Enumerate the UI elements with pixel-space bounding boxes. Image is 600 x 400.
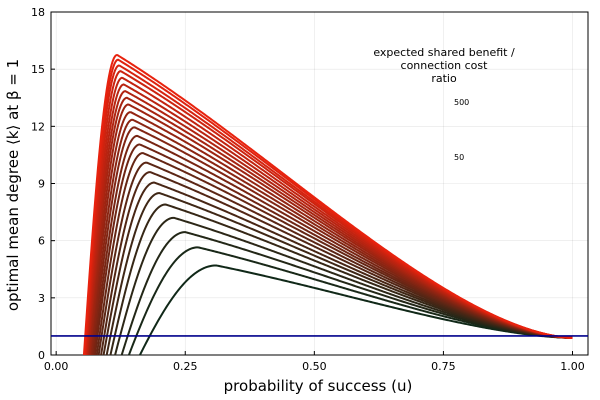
x-tick-label: 1.00 <box>560 360 585 373</box>
colorbar-title-line-3: ratio <box>431 72 457 85</box>
y-tick-label: 12 <box>31 120 45 133</box>
x-tick-label: 0.00 <box>44 360 69 373</box>
y-tick-label: 0 <box>38 349 45 362</box>
series-line <box>86 90 573 355</box>
colorbar-legend: expected shared benefit / connection cos… <box>373 46 515 162</box>
series-line <box>85 83 573 355</box>
y-tick-label: 3 <box>38 292 45 305</box>
y-axis-ticks: 0 3 6 9 12 15 18 <box>31 6 55 362</box>
colorbar-min-label: 50 <box>454 153 464 162</box>
y-tick-label: 18 <box>31 6 45 19</box>
y-tick-label: 15 <box>31 63 45 76</box>
series-line <box>100 171 573 355</box>
colorbar-title-line-2: connection cost <box>401 59 489 72</box>
series-lines <box>82 54 573 355</box>
x-tick-label: 0.50 <box>302 360 327 373</box>
series-line <box>82 54 573 355</box>
y-axis-label: optimal mean degree ⟨k⟩ at β = 1 <box>4 59 22 311</box>
x-axis-label: probability of success (u) <box>224 377 413 395</box>
x-tick-label: 0.75 <box>431 360 456 373</box>
colorbar-max-label: 500 <box>454 98 469 107</box>
series-line <box>138 264 573 355</box>
y-tick-label: 9 <box>38 178 45 191</box>
x-axis-ticks: 0.00 0.25 0.50 0.75 1.00 <box>44 351 585 373</box>
x-tick-label: 0.25 <box>173 360 198 373</box>
y-tick-label: 6 <box>38 235 45 248</box>
colorbar-title-line-1: expected shared benefit / <box>373 46 515 59</box>
